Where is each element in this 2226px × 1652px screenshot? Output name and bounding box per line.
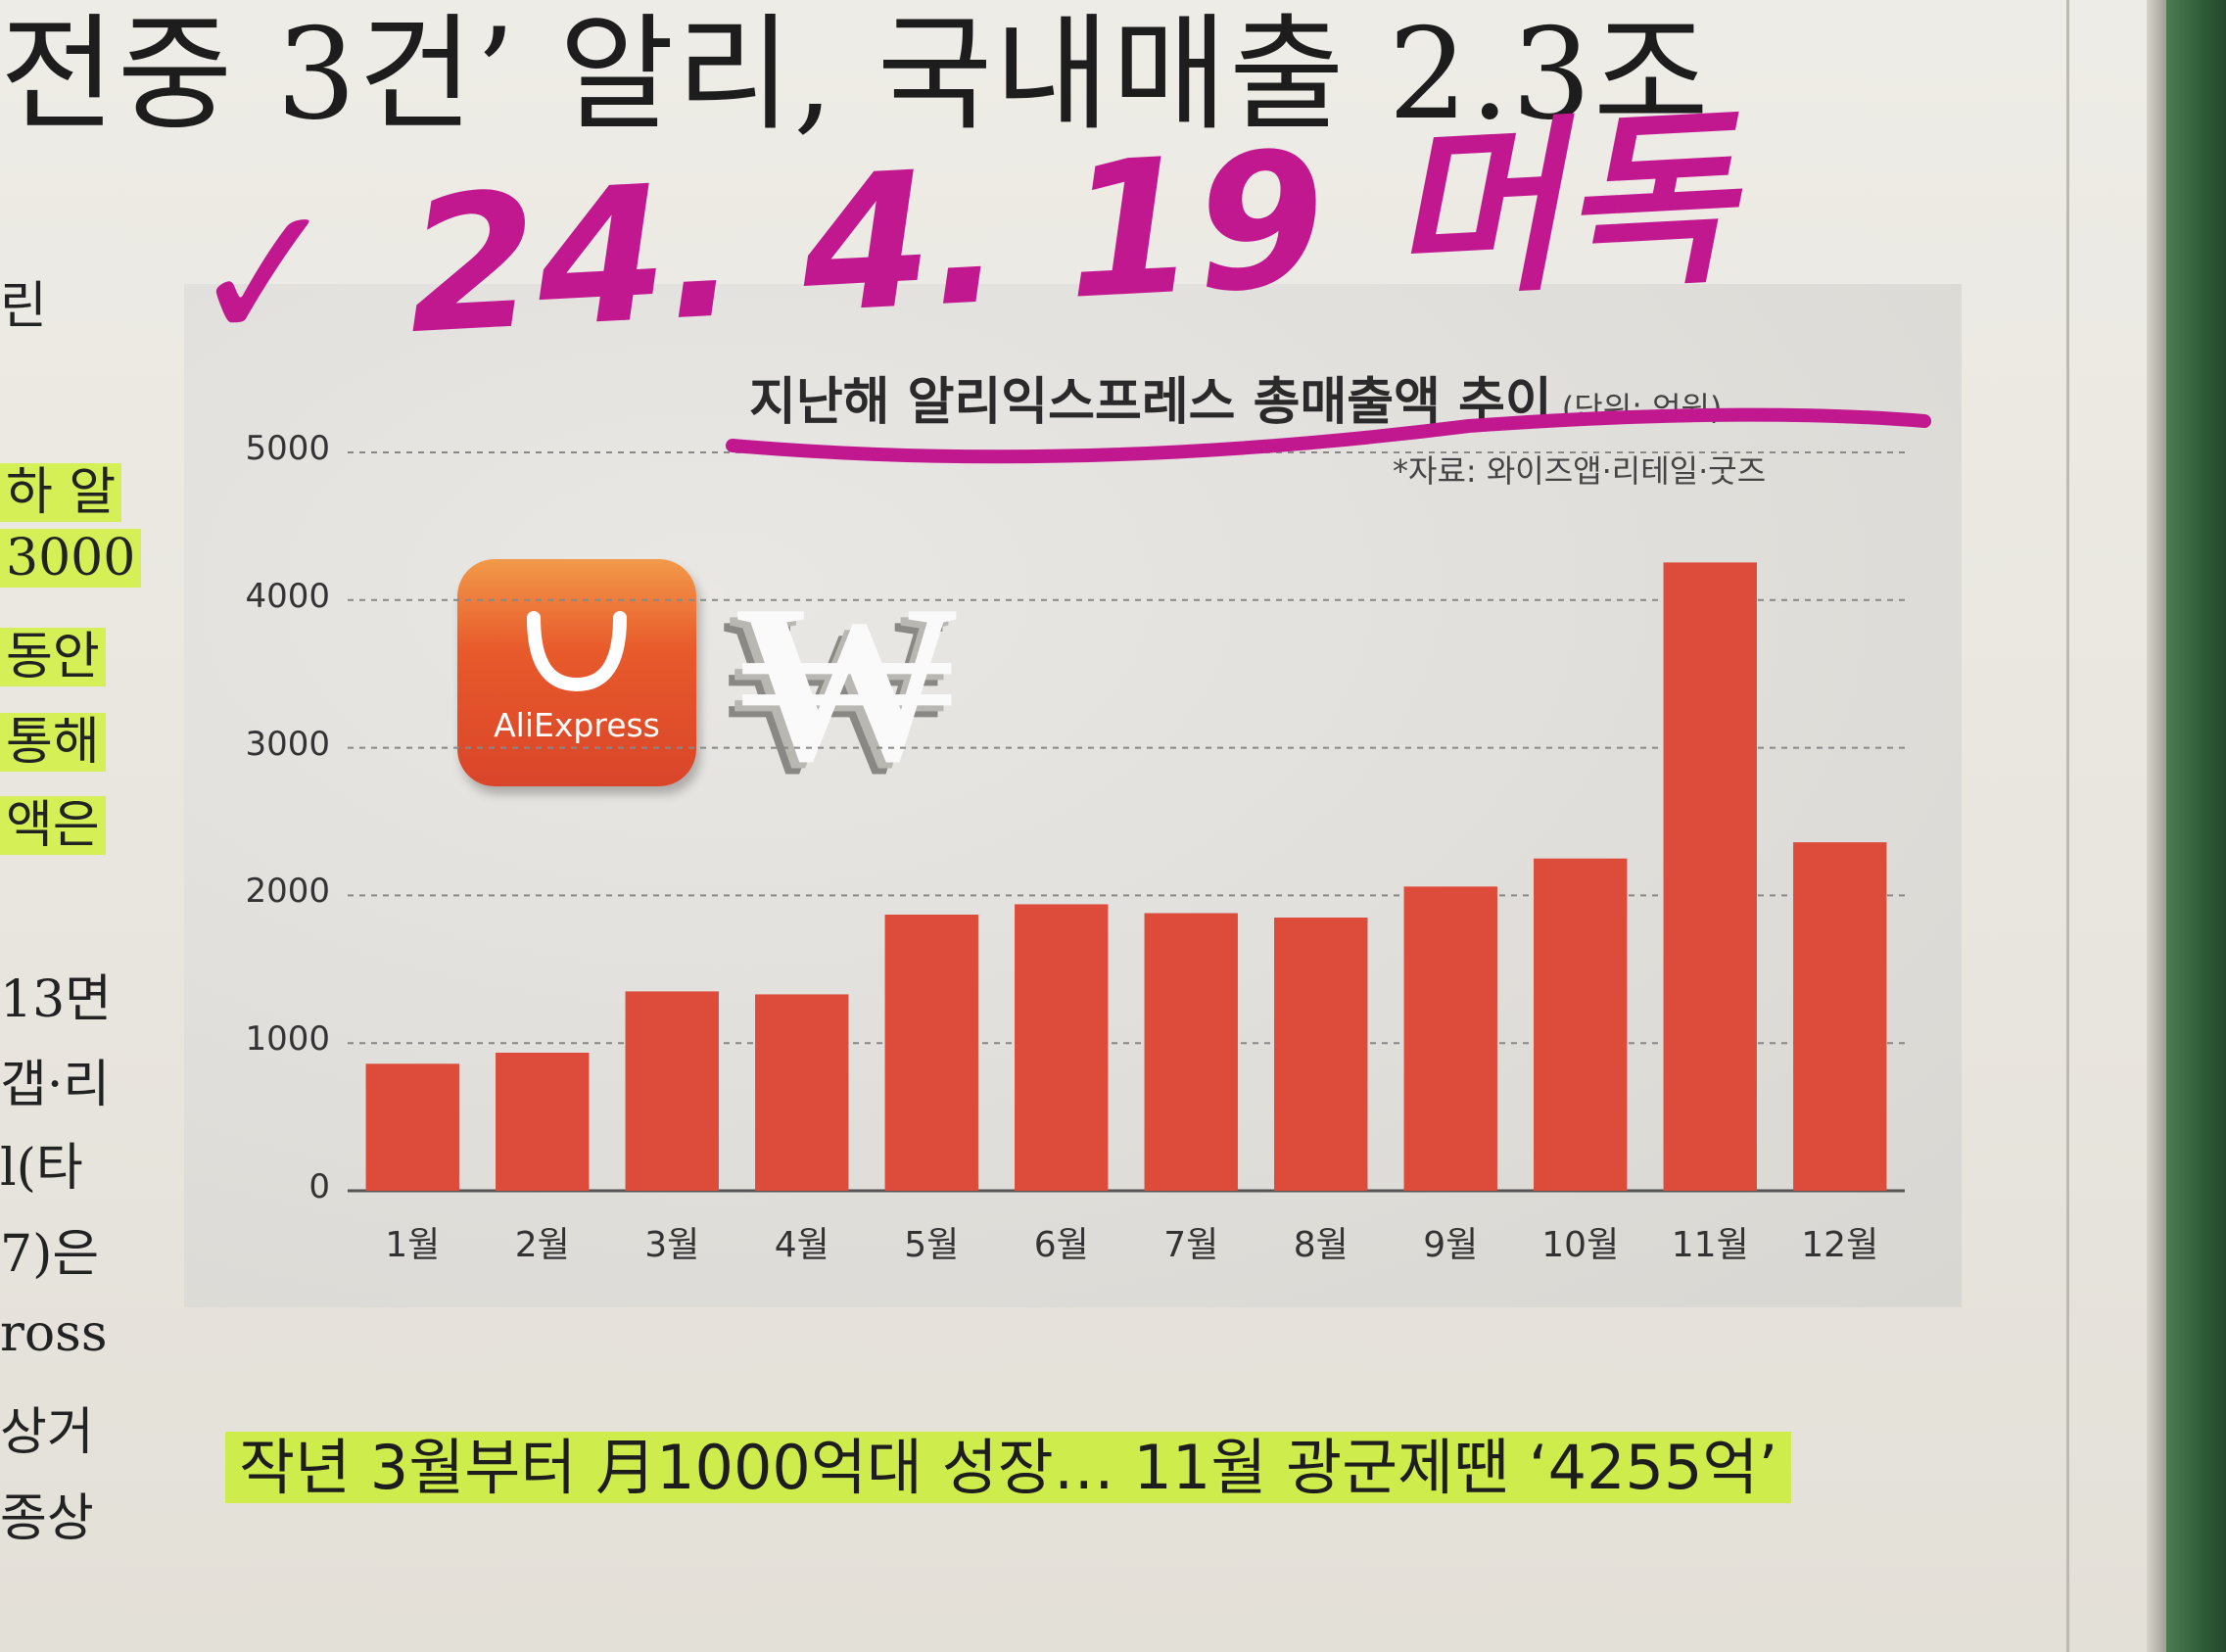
chart-caption: 작년 3월부터 月1000억대 성장… 11월 광군제땐 ‘4255억’ xyxy=(225,1418,1792,1506)
side-text-line: 갭·리 xyxy=(0,1056,111,1114)
bar xyxy=(1534,858,1628,1191)
y-tick-label: 3000 xyxy=(245,724,330,764)
side-text-line: 통해 xyxy=(0,700,106,774)
side-text-line: 하 알 xyxy=(0,450,122,524)
x-tick-label: 6월 xyxy=(1033,1225,1089,1265)
side-text-line: 동안 xyxy=(0,615,106,688)
y-tick-label: 0 xyxy=(308,1167,330,1206)
bar xyxy=(1144,913,1238,1191)
side-text-line: l(타 xyxy=(0,1139,83,1198)
bar xyxy=(884,915,978,1191)
headline: 전중 3건’ 알리, 국내매출 2.3조 xyxy=(0,2,1711,148)
side-text-line: ross xyxy=(0,1304,108,1363)
x-tick-label: 3월 xyxy=(644,1225,700,1265)
x-tick-label: 7월 xyxy=(1163,1225,1219,1265)
bar xyxy=(1793,842,1887,1191)
won-symbol-icon: ₩ xyxy=(734,548,960,813)
y-tick-label: 5000 xyxy=(245,429,330,468)
bar xyxy=(1015,904,1109,1191)
bar xyxy=(755,994,849,1191)
y-tick-label: 4000 xyxy=(245,576,330,616)
x-tick-label: 8월 xyxy=(1293,1225,1349,1265)
side-text-line: 종상 xyxy=(0,1489,94,1548)
handwritten-underline xyxy=(726,407,1931,464)
bar xyxy=(625,991,719,1191)
side-text-line: 7)은 xyxy=(0,1225,100,1284)
side-text-line: 상거 xyxy=(0,1403,94,1462)
side-text-line: 액은 xyxy=(0,783,106,857)
bar xyxy=(1403,886,1497,1191)
page-edge-shadow xyxy=(2147,0,2168,1652)
x-tick-label: 1월 xyxy=(385,1225,441,1265)
x-tick-label: 9월 xyxy=(1423,1225,1479,1265)
chart-title: 지난해 알리익스프레스 총매출액 추이 (단위: 억원) xyxy=(749,373,1723,432)
x-tick-label: 10월 xyxy=(1541,1225,1620,1265)
side-text-line: 13면 xyxy=(0,970,113,1029)
x-tick-label: 11월 xyxy=(1671,1225,1749,1265)
aliexpress-logo-text: AliExpress xyxy=(494,706,660,744)
bar xyxy=(1274,918,1368,1191)
y-tick-label: 2000 xyxy=(245,872,330,912)
y-tick-label: 1000 xyxy=(245,1019,330,1060)
x-tick-label: 2월 xyxy=(514,1225,570,1265)
handwritten-note-text: ✓ 24. 4. 19 머독 xyxy=(182,89,1749,387)
x-tick-label: 4월 xyxy=(774,1225,829,1265)
bar xyxy=(365,1063,459,1191)
x-tick-label: 5월 xyxy=(904,1225,960,1265)
side-text-line: 3000 xyxy=(0,529,142,588)
chart-source: *자료: 와이즈앱·리테일·굿즈 xyxy=(1393,452,1767,490)
background-green-surface xyxy=(2166,0,2226,1652)
x-tick-label: 12월 xyxy=(1801,1225,1879,1265)
bar xyxy=(1663,562,1757,1191)
column-divider xyxy=(2066,0,2069,1652)
bar xyxy=(496,1053,590,1191)
side-text-line: 린 xyxy=(0,277,47,336)
